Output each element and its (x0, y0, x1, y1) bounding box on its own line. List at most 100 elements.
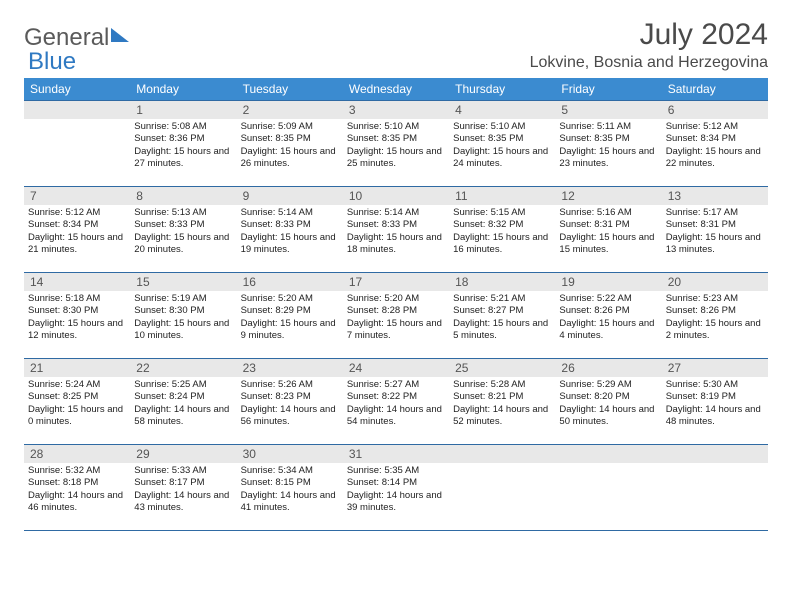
sunrise-text: Sunrise: 5:13 AM (134, 207, 232, 219)
cell-body: Sunrise: 5:18 AMSunset: 8:30 PMDaylight:… (24, 291, 130, 344)
day-number: 3 (343, 101, 449, 119)
cell-body: Sunrise: 5:28 AMSunset: 8:21 PMDaylight:… (449, 377, 555, 430)
day-number: 11 (449, 187, 555, 205)
daylight-text: Daylight: 14 hours and 39 minutes. (347, 490, 445, 515)
sunset-text: Sunset: 8:27 PM (453, 305, 551, 317)
daylight-text: Daylight: 14 hours and 41 minutes. (241, 490, 339, 515)
sunset-text: Sunset: 8:15 PM (241, 477, 339, 489)
sunset-text: Sunset: 8:35 PM (453, 133, 551, 145)
day-number: 19 (555, 273, 661, 291)
sunset-text: Sunset: 8:30 PM (134, 305, 232, 317)
day-number: 17 (343, 273, 449, 291)
daylight-text: Daylight: 15 hours and 18 minutes. (347, 232, 445, 257)
sunset-text: Sunset: 8:31 PM (559, 219, 657, 231)
cell-body: Sunrise: 5:19 AMSunset: 8:30 PMDaylight:… (130, 291, 236, 344)
day-number: 10 (343, 187, 449, 205)
sunrise-text: Sunrise: 5:35 AM (347, 465, 445, 477)
sunrise-text: Sunrise: 5:34 AM (241, 465, 339, 477)
sunrise-text: Sunrise: 5:30 AM (666, 379, 764, 391)
sunrise-text: Sunrise: 5:09 AM (241, 121, 339, 133)
sunset-text: Sunset: 8:35 PM (241, 133, 339, 145)
calendar-cell: 30Sunrise: 5:34 AMSunset: 8:15 PMDayligh… (237, 445, 343, 531)
cell-body: Sunrise: 5:21 AMSunset: 8:27 PMDaylight:… (449, 291, 555, 344)
sunset-text: Sunset: 8:21 PM (453, 391, 551, 403)
day-number-empty (449, 445, 555, 463)
sunrise-text: Sunrise: 5:27 AM (347, 379, 445, 391)
sunset-text: Sunset: 8:33 PM (347, 219, 445, 231)
weekday-header: Tuesday (237, 78, 343, 101)
day-number: 1 (130, 101, 236, 119)
day-number: 31 (343, 445, 449, 463)
cell-body: Sunrise: 5:12 AMSunset: 8:34 PMDaylight:… (24, 205, 130, 258)
day-number: 18 (449, 273, 555, 291)
daylight-text: Daylight: 15 hours and 12 minutes. (28, 318, 126, 343)
day-number: 12 (555, 187, 661, 205)
sunrise-text: Sunrise: 5:14 AM (347, 207, 445, 219)
sunset-text: Sunset: 8:20 PM (559, 391, 657, 403)
day-number: 29 (130, 445, 236, 463)
day-number: 8 (130, 187, 236, 205)
sunset-text: Sunset: 8:36 PM (134, 133, 232, 145)
calendar-page: General July 2024 Lokvine, Bosnia and He… (0, 0, 792, 541)
cell-body: Sunrise: 5:24 AMSunset: 8:25 PMDaylight:… (24, 377, 130, 430)
daylight-text: Daylight: 15 hours and 25 minutes. (347, 146, 445, 171)
daylight-text: Daylight: 15 hours and 15 minutes. (559, 232, 657, 257)
calendar-cell: 13Sunrise: 5:17 AMSunset: 8:31 PMDayligh… (662, 187, 768, 273)
day-number: 6 (662, 101, 768, 119)
calendar-cell: 27Sunrise: 5:30 AMSunset: 8:19 PMDayligh… (662, 359, 768, 445)
calendar-cell: 21Sunrise: 5:24 AMSunset: 8:25 PMDayligh… (24, 359, 130, 445)
sunrise-text: Sunrise: 5:33 AM (134, 465, 232, 477)
day-number: 25 (449, 359, 555, 377)
sunset-text: Sunset: 8:29 PM (241, 305, 339, 317)
day-number: 14 (24, 273, 130, 291)
sunrise-text: Sunrise: 5:32 AM (28, 465, 126, 477)
day-number-empty (662, 445, 768, 463)
title-block: July 2024 Lokvine, Bosnia and Herzegovin… (530, 18, 768, 72)
sunset-text: Sunset: 8:35 PM (347, 133, 445, 145)
daylight-text: Daylight: 15 hours and 21 minutes. (28, 232, 126, 257)
sunrise-text: Sunrise: 5:16 AM (559, 207, 657, 219)
daylight-text: Daylight: 15 hours and 9 minutes. (241, 318, 339, 343)
calendar-cell: 17Sunrise: 5:20 AMSunset: 8:28 PMDayligh… (343, 273, 449, 359)
cell-body: Sunrise: 5:08 AMSunset: 8:36 PMDaylight:… (130, 119, 236, 172)
calendar-cell: 20Sunrise: 5:23 AMSunset: 8:26 PMDayligh… (662, 273, 768, 359)
calendar-cell: 12Sunrise: 5:16 AMSunset: 8:31 PMDayligh… (555, 187, 661, 273)
calendar-cell: 29Sunrise: 5:33 AMSunset: 8:17 PMDayligh… (130, 445, 236, 531)
day-number: 15 (130, 273, 236, 291)
calendar-row: 7Sunrise: 5:12 AMSunset: 8:34 PMDaylight… (24, 187, 768, 273)
calendar-cell: 31Sunrise: 5:35 AMSunset: 8:14 PMDayligh… (343, 445, 449, 531)
calendar-cell (449, 445, 555, 531)
sunset-text: Sunset: 8:26 PM (559, 305, 657, 317)
sunset-text: Sunset: 8:31 PM (666, 219, 764, 231)
sunset-text: Sunset: 8:22 PM (347, 391, 445, 403)
day-number: 24 (343, 359, 449, 377)
daylight-text: Daylight: 14 hours and 50 minutes. (559, 404, 657, 429)
calendar-cell: 28Sunrise: 5:32 AMSunset: 8:18 PMDayligh… (24, 445, 130, 531)
calendar-row: 14Sunrise: 5:18 AMSunset: 8:30 PMDayligh… (24, 273, 768, 359)
calendar-cell: 7Sunrise: 5:12 AMSunset: 8:34 PMDaylight… (24, 187, 130, 273)
daylight-text: Daylight: 15 hours and 23 minutes. (559, 146, 657, 171)
daylight-text: Daylight: 14 hours and 56 minutes. (241, 404, 339, 429)
cell-body: Sunrise: 5:09 AMSunset: 8:35 PMDaylight:… (237, 119, 343, 172)
cell-body: Sunrise: 5:12 AMSunset: 8:34 PMDaylight:… (662, 119, 768, 172)
cell-body: Sunrise: 5:25 AMSunset: 8:24 PMDaylight:… (130, 377, 236, 430)
day-number: 20 (662, 273, 768, 291)
sunrise-text: Sunrise: 5:26 AM (241, 379, 339, 391)
sunset-text: Sunset: 8:33 PM (134, 219, 232, 231)
cell-body: Sunrise: 5:34 AMSunset: 8:15 PMDaylight:… (237, 463, 343, 516)
calendar-cell: 23Sunrise: 5:26 AMSunset: 8:23 PMDayligh… (237, 359, 343, 445)
daylight-text: Daylight: 15 hours and 22 minutes. (666, 146, 764, 171)
day-number: 27 (662, 359, 768, 377)
calendar-cell: 6Sunrise: 5:12 AMSunset: 8:34 PMDaylight… (662, 101, 768, 187)
day-number: 28 (24, 445, 130, 463)
calendar-cell: 16 Sunrise: 5:20 AMSunset: 8:29 PMDayligh… (237, 273, 343, 359)
cell-body: Sunrise: 5:16 AMSunset: 8:31 PMDaylight:… (555, 205, 661, 258)
sunset-text: Sunset: 8:34 PM (666, 133, 764, 145)
calendar-cell: 3Sunrise: 5:10 AMSunset: 8:35 PMDaylight… (343, 101, 449, 187)
sunrise-text: Sunrise: 5:20 AM (241, 293, 339, 305)
daylight-text: Daylight: 15 hours and 13 minutes. (666, 232, 764, 257)
daylight-text: Daylight: 15 hours and 10 minutes. (134, 318, 232, 343)
cell-body: Sunrise: 5:29 AMSunset: 8:20 PMDaylight:… (555, 377, 661, 430)
calendar-cell: 9Sunrise: 5:14 AMSunset: 8:33 PMDaylight… (237, 187, 343, 273)
day-number: 16 (237, 273, 343, 291)
